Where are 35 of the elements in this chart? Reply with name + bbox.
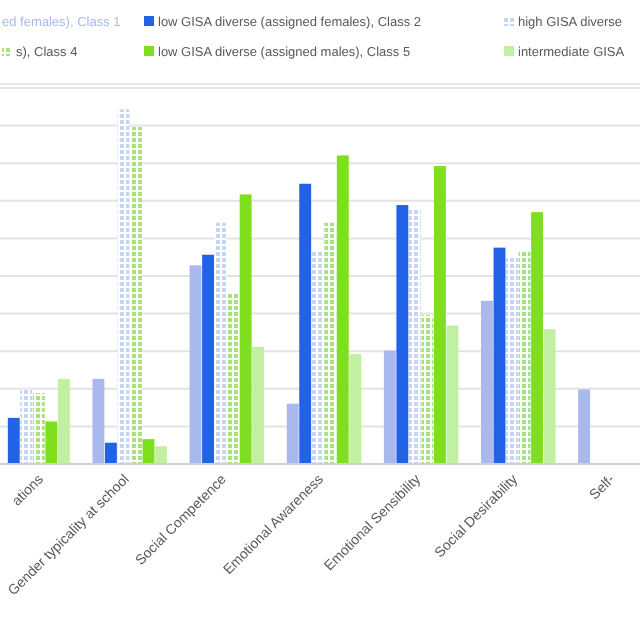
bar (506, 258, 518, 464)
bar (543, 329, 556, 464)
bar (57, 378, 70, 464)
bar (202, 254, 215, 464)
bar (189, 265, 202, 464)
bar (252, 346, 265, 464)
bar (383, 350, 396, 464)
bar (408, 208, 421, 464)
bar (92, 378, 105, 464)
bar (130, 127, 142, 464)
bar (578, 389, 591, 464)
bar (104, 442, 117, 464)
bar (446, 325, 459, 464)
bar (433, 166, 446, 464)
bar (227, 293, 240, 464)
bar (286, 403, 299, 464)
bar (324, 222, 337, 464)
bar (299, 183, 312, 464)
bar (155, 446, 167, 464)
bar (481, 300, 493, 464)
bar (7, 417, 20, 464)
bar (396, 205, 409, 464)
bar (349, 354, 362, 464)
bar (421, 315, 434, 464)
bar (117, 109, 130, 464)
bar (20, 389, 33, 464)
bar (493, 247, 506, 464)
bar (239, 194, 252, 464)
bar (518, 251, 531, 464)
bar (531, 212, 544, 464)
bar (32, 393, 45, 464)
bar (311, 251, 324, 464)
bar (214, 222, 227, 464)
bar (336, 155, 349, 464)
bar (45, 421, 58, 464)
